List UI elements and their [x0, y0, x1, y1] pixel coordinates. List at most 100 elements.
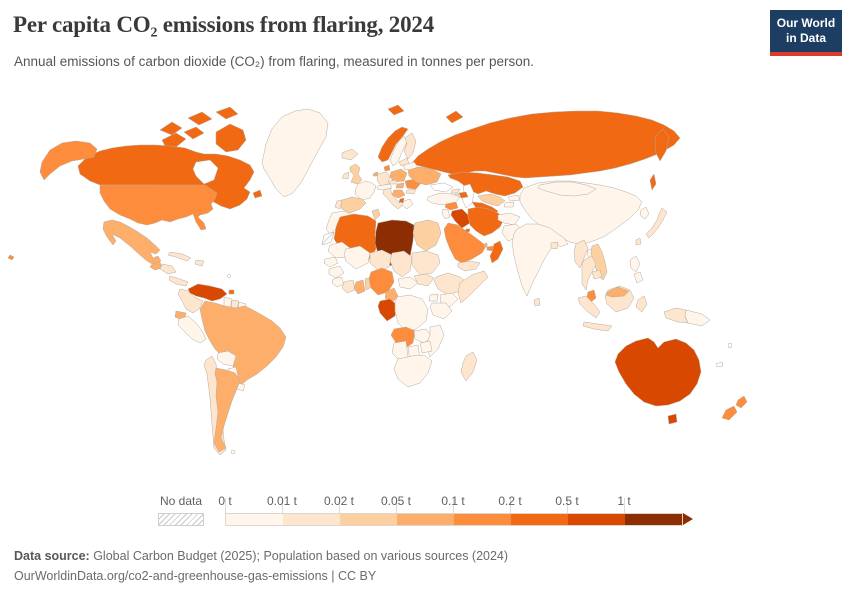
footer-attribution[interactable]: OurWorldinData.org/co2-and-greenhouse-ga… [14, 569, 377, 583]
country-liberia-sierra-leone[interactable] [331, 276, 345, 288]
country-balkans[interactable] [391, 189, 406, 199]
legend-color-segment[interactable] [226, 514, 283, 525]
country-iran[interactable] [467, 206, 505, 237]
legend-color-segment[interactable] [568, 514, 625, 525]
legend-no-data-swatch[interactable] [158, 513, 204, 526]
country-uganda[interactable] [428, 293, 439, 302]
country-azerbaijan[interactable] [458, 191, 469, 199]
country-portugal[interactable] [334, 199, 343, 210]
country-svalbard[interactable] [387, 104, 405, 116]
country-tajikistan[interactable] [503, 201, 515, 208]
country-western-sahara[interactable] [321, 231, 335, 246]
legend-color-segment[interactable] [454, 514, 511, 525]
owid-logo[interactable]: Our World in Data [770, 10, 842, 56]
country-honduras-nicaragua[interactable] [159, 263, 177, 275]
country-venezuela[interactable] [187, 283, 228, 302]
country-novaya-zemlya[interactable] [445, 110, 464, 124]
country-kyrgyzstan[interactable] [507, 194, 521, 202]
country-iraq[interactable] [450, 208, 471, 229]
country-bolivia[interactable] [216, 350, 237, 367]
country-south-korea[interactable] [639, 206, 650, 220]
country-newfoundland[interactable] [252, 189, 263, 199]
country-philippines[interactable] [629, 255, 641, 273]
country-hungary[interactable] [395, 182, 405, 189]
country-greece[interactable] [401, 198, 414, 210]
country-somalia[interactable] [457, 270, 489, 304]
country-bangladesh[interactable] [550, 241, 559, 250]
country-malaysia-borneo[interactable] [605, 286, 630, 298]
country-russia-kamchatka[interactable] [654, 128, 670, 162]
country-tasmania[interactable] [667, 413, 678, 425]
country-czech[interactable] [388, 179, 398, 185]
country-uk[interactable] [349, 163, 363, 185]
country-oman[interactable] [489, 240, 504, 264]
country-finland[interactable] [403, 132, 417, 160]
country-norway[interactable] [377, 126, 409, 163]
country-indonesia-sumatra[interactable] [577, 295, 601, 319]
country-yemen[interactable] [457, 260, 481, 272]
country-australia[interactable] [614, 337, 702, 407]
country-canada-arctic[interactable] [187, 111, 213, 126]
country-israel-jordan[interactable] [441, 208, 451, 220]
country-tanzania[interactable] [429, 302, 453, 320]
country-myanmar[interactable] [573, 239, 589, 269]
country-sri-lanka[interactable] [533, 297, 541, 307]
country-cuba[interactable] [167, 251, 192, 262]
country-colombia[interactable] [177, 288, 204, 314]
country-thailand[interactable] [581, 255, 597, 291]
country-italy[interactable] [382, 187, 403, 210]
country-japan[interactable] [645, 207, 668, 239]
country-canada-arctic[interactable] [215, 123, 247, 153]
country-south-africa[interactable] [393, 354, 433, 388]
country-qatar[interactable] [483, 242, 488, 248]
country-india[interactable] [511, 223, 569, 297]
country-georgia[interactable] [450, 188, 461, 194]
legend-color-segment[interactable] [283, 514, 340, 525]
country-ghana[interactable] [353, 279, 366, 295]
legend-color-segment[interactable] [511, 514, 568, 525]
country-france[interactable] [354, 180, 377, 201]
country-new-zealand-north[interactable] [735, 395, 748, 409]
country-peru[interactable] [177, 315, 207, 344]
country-papua-new-guinea[interactable] [684, 309, 711, 327]
country-south-sudan[interactable] [413, 273, 435, 287]
country-spain[interactable] [339, 196, 367, 214]
country-sulawesi[interactable] [635, 295, 648, 313]
country-ukraine[interactable] [407, 166, 442, 186]
country-mexico[interactable] [102, 219, 162, 266]
country-madagascar[interactable] [460, 351, 478, 382]
country-sudan[interactable] [411, 250, 441, 276]
country-new-zealand-south[interactable] [721, 405, 738, 421]
country-costa-rica-panama[interactable] [168, 275, 189, 287]
country-kazakhstan[interactable] [447, 171, 524, 197]
legend-color-segment[interactable] [340, 514, 397, 525]
country-guinea[interactable] [328, 265, 345, 279]
country-russia-sakhalin[interactable] [649, 173, 657, 191]
country-java[interactable] [582, 321, 613, 332]
country-hispaniola[interactable] [194, 259, 205, 267]
country-tunisia[interactable] [371, 208, 381, 221]
country-mozambique[interactable] [425, 324, 445, 358]
country-central-african-republic[interactable] [397, 276, 419, 290]
country-canada-arctic[interactable] [215, 106, 239, 120]
country-canada-arctic[interactable] [159, 121, 183, 136]
country-greenland[interactable] [261, 108, 329, 198]
country-chad[interactable] [389, 250, 413, 278]
country-uzbekistan[interactable] [477, 193, 506, 207]
country-niger[interactable] [369, 249, 393, 272]
country-mongolia[interactable] [537, 181, 597, 197]
country-denmark[interactable] [383, 164, 391, 172]
country-germany[interactable] [376, 171, 391, 187]
country-brazil[interactable] [199, 300, 287, 394]
country-alaska[interactable] [39, 140, 98, 181]
country-usa[interactable] [99, 184, 218, 231]
country-trinidad[interactable] [228, 289, 235, 295]
country-canada-arctic[interactable] [183, 126, 205, 140]
country-hawaii[interactable] [7, 254, 15, 261]
legend-color-segment[interactable] [625, 514, 682, 525]
country-ivory-coast[interactable] [341, 279, 356, 294]
country-egypt[interactable] [412, 219, 442, 252]
country-argentina[interactable] [213, 367, 241, 453]
country-saudi-arabia[interactable] [443, 222, 487, 264]
country-iceland[interactable] [341, 148, 359, 161]
